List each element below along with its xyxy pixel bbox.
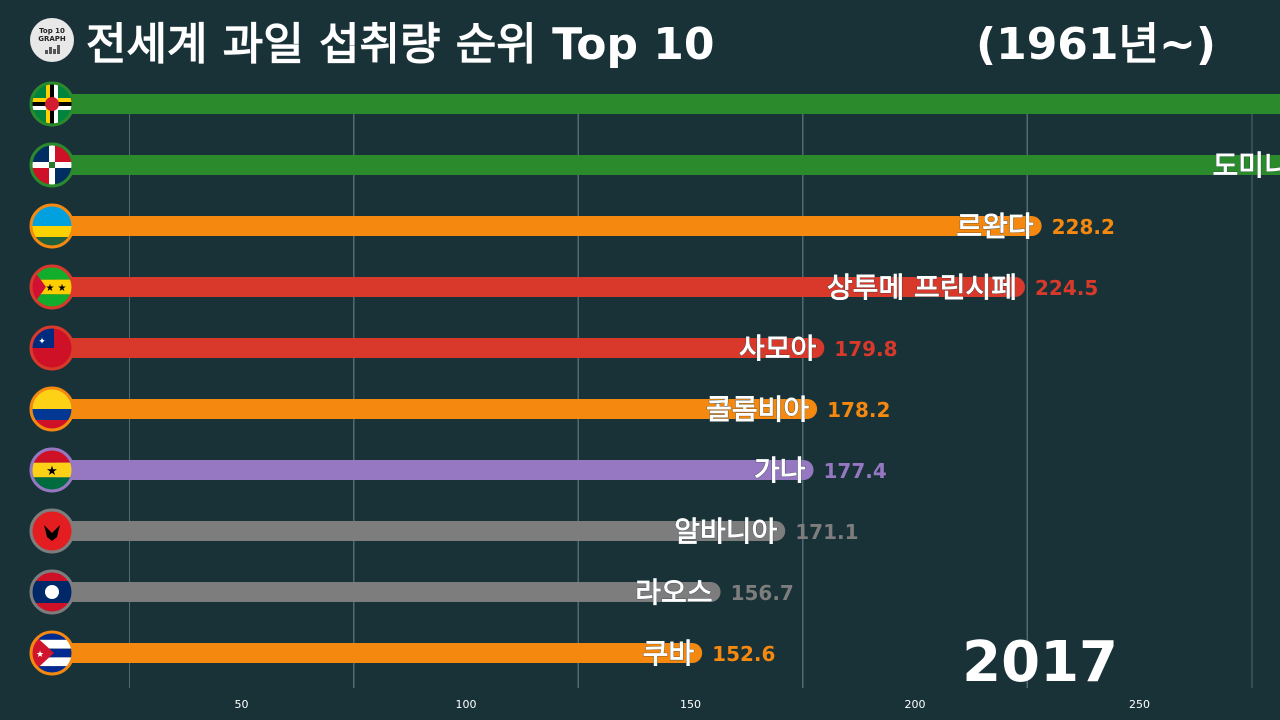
svg-text:★: ★ xyxy=(58,283,67,294)
bar xyxy=(52,460,814,480)
bar-category-label: 라오스 xyxy=(635,576,712,609)
dominica-flag-icon xyxy=(32,84,72,124)
bar-category-label: 가나 xyxy=(754,454,806,487)
bar-row: 르완다 228.2 xyxy=(29,203,1115,249)
flag-ring xyxy=(29,569,75,615)
year-label: 2017 xyxy=(962,630,1118,695)
bar-category-label: 쿠바 xyxy=(643,637,695,670)
bar xyxy=(52,155,1280,175)
logo-text-top: Top 10 xyxy=(39,26,65,35)
x-tick-label: 200 xyxy=(905,698,926,711)
bar-value-label: 228.2 xyxy=(1052,215,1115,239)
flag-ring xyxy=(29,630,75,676)
bar-row: ★ ★ 상투메 프린시페 224.5 xyxy=(29,264,1098,310)
bar-category-label: 콜롬비아 xyxy=(706,393,809,426)
svg-text:✦: ✦ xyxy=(38,337,46,347)
rwanda-flag-icon xyxy=(32,206,72,246)
bar-category-label: 사모아 xyxy=(739,332,817,365)
top10-graph-logo: Top 10 GRAPH xyxy=(30,18,74,62)
bar-category-label: 알바니아 xyxy=(674,515,777,548)
bar xyxy=(52,216,1042,236)
bar-value-label: 224.5 xyxy=(1035,276,1098,300)
bar xyxy=(52,582,721,602)
svg-text:★: ★ xyxy=(46,464,58,479)
bar-category-label: 도미니카 xyxy=(1213,149,1280,182)
albania-flag-icon xyxy=(32,511,72,551)
bar-row: 도미니카291.0 xyxy=(29,142,1280,188)
flag-ring xyxy=(29,203,75,249)
cuba-flag-icon: ★ xyxy=(32,633,72,673)
svg-text:★: ★ xyxy=(36,650,44,660)
bar-category-label: 르완다 xyxy=(956,210,1034,243)
bar xyxy=(52,521,786,541)
bar-row: 알바니아 171.1 xyxy=(29,508,859,554)
flag-ring xyxy=(29,386,75,432)
bar xyxy=(52,338,825,358)
x-tick-label: 50 xyxy=(235,698,249,711)
x-axis-ticks: 50100150200250300350 xyxy=(235,698,1151,711)
bar-row: 도미니카 연방381.8 xyxy=(29,81,1280,127)
bar-value-label: 179.8 xyxy=(834,337,897,361)
flag-ring xyxy=(29,508,75,554)
bar xyxy=(52,277,1026,297)
x-tick-label: 100 xyxy=(456,698,477,711)
bar-row: ✦ 사모아 179.8 xyxy=(29,325,898,371)
bar-value-label: 152.6 xyxy=(712,642,775,666)
svg-text:★: ★ xyxy=(46,283,55,294)
bar-value-label: 177.4 xyxy=(824,459,887,483)
bar xyxy=(52,94,1280,114)
bar xyxy=(52,643,703,663)
x-tick-label: 150 xyxy=(680,698,701,711)
bar-row: 라오스 156.7 xyxy=(29,569,794,615)
colombia-flag-icon xyxy=(32,389,72,429)
chart-subtitle: (1961년~) xyxy=(975,19,1216,70)
laos-flag-icon xyxy=(32,572,72,612)
logo-text-bottom: GRAPH xyxy=(38,34,66,43)
flag-ring xyxy=(29,447,75,493)
logo-bars-icon xyxy=(44,44,60,54)
flag-ring xyxy=(29,142,75,188)
flag-ring xyxy=(29,264,75,310)
bar-row: ★ 가나 177.4 xyxy=(29,447,887,493)
x-tick-label: 250 xyxy=(1129,698,1150,711)
flag-ring xyxy=(29,325,75,371)
bar-value-label: 171.1 xyxy=(795,520,858,544)
bar-value-label: 178.2 xyxy=(827,398,890,422)
bar-row: 콜롬비아 178.2 xyxy=(29,386,890,432)
chart-title: 전세계 과일 섭취량 순위 Top 10 xyxy=(86,19,715,70)
flag-ring xyxy=(29,81,75,127)
bar xyxy=(52,399,818,419)
bar-category-label: 상투메 프린시페 xyxy=(827,271,1017,304)
bar-value-label: 156.7 xyxy=(731,581,794,605)
bar-row: ★ 쿠바 152.6 xyxy=(29,630,775,676)
